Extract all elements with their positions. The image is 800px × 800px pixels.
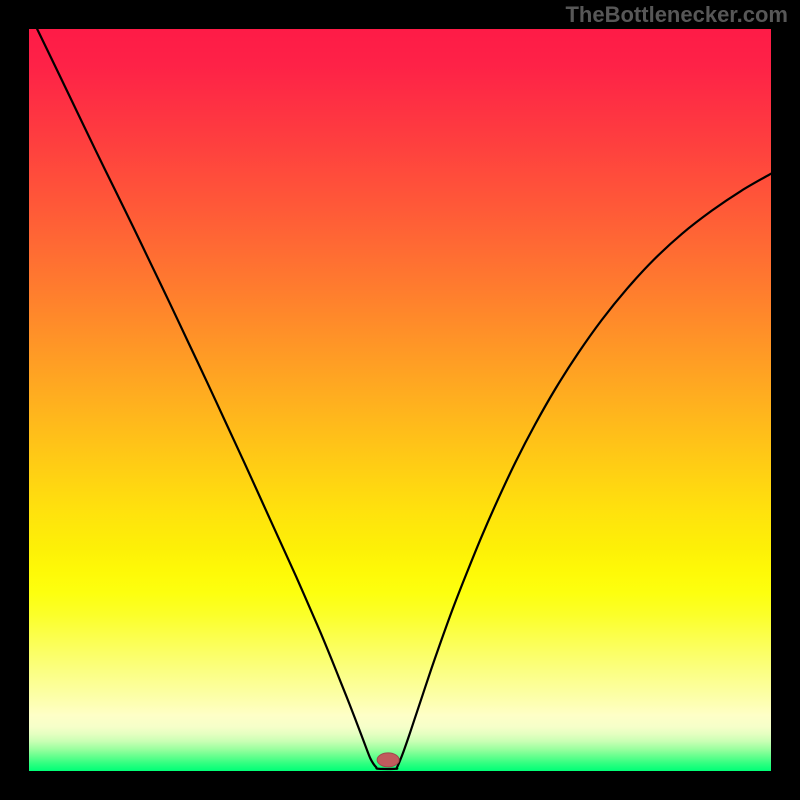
optimal-point-marker bbox=[377, 753, 399, 767]
chart-gradient-background bbox=[29, 29, 771, 771]
chart-stage: TheBottlenecker.com bbox=[0, 0, 800, 800]
watermark-label: TheBottlenecker.com bbox=[565, 2, 788, 28]
bottleneck-chart bbox=[0, 0, 800, 800]
